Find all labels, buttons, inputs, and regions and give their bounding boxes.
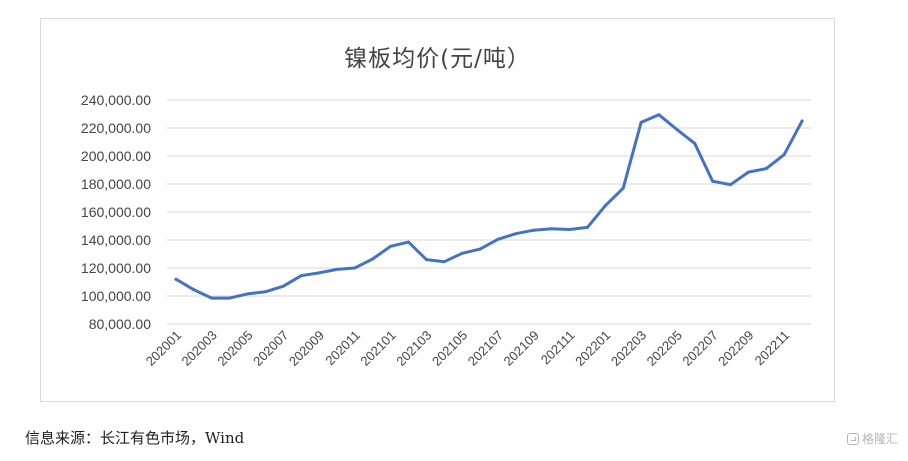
data-point [281, 284, 285, 288]
x-tick-label: 202009 [286, 328, 327, 369]
data-point [460, 251, 464, 255]
data-point [550, 227, 554, 231]
x-tick-label: 202207 [679, 328, 720, 369]
data-point [585, 225, 589, 229]
data-point [639, 120, 643, 124]
data-point [746, 170, 750, 174]
data-point [263, 290, 267, 294]
y-tick-label: 140,000.00 [81, 232, 151, 248]
watermark-logo-icon [846, 432, 859, 445]
x-tick-label: 202007 [250, 328, 291, 369]
x-tick-label: 202011 [322, 328, 363, 369]
data-point [693, 141, 697, 145]
data-point [335, 267, 339, 271]
y-tick-label: 220,000.00 [81, 120, 151, 136]
data-point [407, 240, 410, 244]
data-point [371, 257, 375, 261]
data-point [800, 119, 804, 123]
data-point [424, 258, 428, 262]
data-point [568, 228, 571, 231]
source-note: 信息来源：长江有色市场，Wind [25, 429, 245, 447]
x-tick-label: 202111 [538, 328, 578, 368]
y-tick-label: 100,000.00 [81, 288, 151, 304]
data-point [210, 296, 214, 300]
y-tick-label: 200,000.00 [81, 148, 151, 164]
x-tick-label: 202101 [357, 328, 398, 369]
data-point [317, 271, 321, 275]
y-tick-label: 180,000.00 [81, 176, 151, 192]
series-line [174, 113, 804, 300]
line-chart: 80,000.00 100,000.00 120,000.00 140,000.00 1… [81, 92, 811, 369]
data-point [478, 247, 482, 251]
x-tick-label: 202001 [143, 328, 184, 369]
data-point [246, 292, 249, 296]
data-point [675, 127, 679, 131]
data-point [729, 183, 732, 187]
data-point [621, 186, 625, 190]
data-point [389, 244, 393, 248]
x-tick-label: 202211 [752, 328, 793, 369]
data-point [532, 228, 536, 232]
y-tick-label: 120,000.00 [81, 260, 151, 276]
y-tick-label: 160,000.00 [81, 204, 151, 220]
data-point [764, 167, 768, 171]
data-point [657, 113, 661, 117]
watermark: 格隆汇 [846, 430, 898, 447]
data-point [192, 288, 196, 292]
y-tick-label: 80,000.00 [89, 316, 151, 332]
data-point [228, 296, 232, 300]
data-point [603, 204, 607, 208]
data-point [496, 237, 500, 241]
x-tick-label: 202203 [608, 328, 649, 369]
data-point [514, 232, 518, 236]
x-tick-label: 202105 [429, 328, 470, 369]
x-tick-label: 202209 [715, 328, 756, 369]
data-point [782, 153, 786, 157]
x-tick-label: 202201 [572, 328, 613, 369]
data-point [174, 277, 178, 281]
chart-title: 镍板均价(元/吨） [344, 46, 531, 72]
data-point [353, 266, 357, 270]
chart-frame: 镍板均价(元/吨） 80,000.00 100,000.00 120,000.00 1… [40, 18, 835, 402]
x-tick-label: 202005 [214, 328, 255, 369]
x-tick-label: 202205 [644, 328, 685, 369]
data-point [711, 179, 715, 183]
y-tick-label: 240,000.00 [81, 92, 151, 108]
x-tick-label: 202103 [393, 328, 434, 369]
x-tick-label: 202003 [179, 328, 220, 369]
data-point [442, 260, 446, 264]
watermark-text: 格隆汇 [861, 432, 898, 446]
x-tick-label: 202107 [465, 328, 506, 369]
data-point [299, 274, 303, 278]
x-tick-label: 202109 [501, 328, 542, 369]
